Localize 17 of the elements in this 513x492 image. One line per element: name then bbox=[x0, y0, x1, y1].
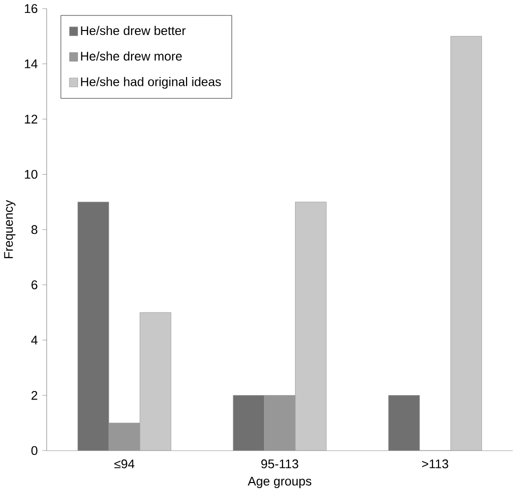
x-tick-label: ≤94 bbox=[114, 459, 134, 468]
y-axis-title: Frequency bbox=[4, 200, 16, 258]
y-tick-label: 14 bbox=[24, 59, 38, 68]
y-tick-label: 12 bbox=[24, 114, 38, 124]
y-tick-label: 4 bbox=[31, 336, 38, 344]
y-tick-label: 16 bbox=[24, 4, 38, 13]
y-tick-label: 10 bbox=[24, 170, 38, 179]
x-tick-label: >113 bbox=[422, 459, 448, 468]
y-tick-label: 8 bbox=[31, 225, 38, 234]
y-tick-label: 6 bbox=[32, 280, 38, 290]
y-tick-label: 0 bbox=[31, 446, 38, 455]
x-axis-title: Age groups bbox=[248, 476, 312, 488]
legend-label: He/she had original ideas bbox=[81, 76, 221, 89]
y-tick-label: 2 bbox=[32, 390, 38, 400]
legend-label: He/she drew better bbox=[81, 26, 186, 35]
x-tick-label: 95-113 bbox=[261, 459, 298, 468]
legend-label: He/she drew more bbox=[81, 51, 182, 61]
